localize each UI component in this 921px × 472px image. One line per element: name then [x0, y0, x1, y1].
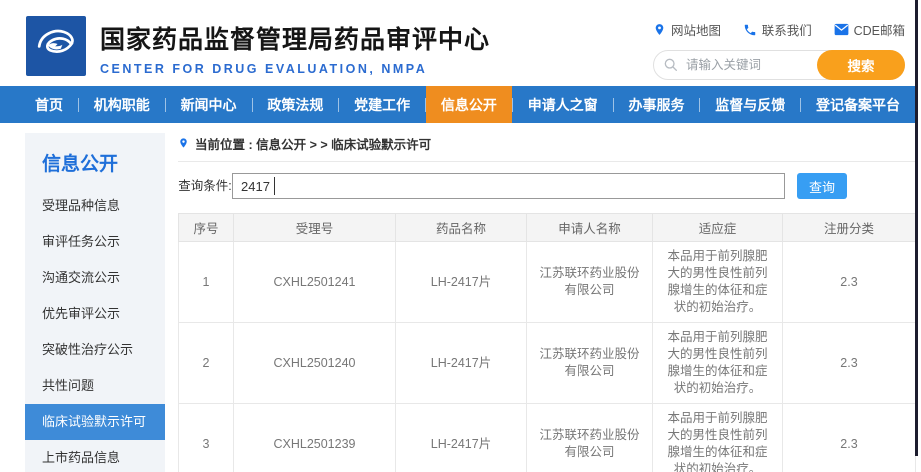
main-nav: 首页 机构职能 新闻中心 政策法规 党建工作 信息公开 申请人之窗 办事服务 监…	[0, 86, 915, 123]
contact-link[interactable]: 联系我们	[743, 20, 812, 39]
swan-logo-icon	[32, 20, 80, 73]
nav-item-policy[interactable]: 政策法规	[267, 96, 324, 113]
site-title-block: 国家药品监督管理局药品审评中心 CENTER FOR DRUG EVALUATI…	[100, 20, 490, 76]
query-label: 查询条件:	[178, 179, 232, 193]
sidebar-item-accepted-varieties[interactable]: 受理品种信息	[42, 198, 121, 213]
window-right-edge	[915, 0, 918, 456]
results-table: 序号 受理号 药品名称 申请人名称 适应症 注册分类 1 CXHL2501241…	[178, 213, 916, 472]
cell-seq: 1	[178, 241, 234, 323]
table-row: 3 CXHL2501239 LH-2417片 江苏联环药业股份有限公司 本品用于…	[178, 403, 916, 472]
sidebar-item-review-tasks[interactable]: 审评任务公示	[42, 234, 121, 249]
sidebar-item-breakthrough-therapy[interactable]: 突破性治疗公示	[42, 342, 134, 357]
col-header-seq: 序号	[178, 213, 234, 242]
query-button[interactable]: 查询	[797, 173, 847, 199]
sidebar-item-communication[interactable]: 沟通交流公示	[42, 270, 121, 285]
nav-item-info-disclosure[interactable]: 信息公开	[425, 86, 512, 123]
nav-item-registration-platform[interactable]: 登记备案平台	[816, 96, 901, 113]
cell-acceptance-no: CXHL2501239	[233, 403, 396, 472]
table-header-row: 序号 受理号 药品名称 申请人名称 适应症 注册分类	[178, 213, 916, 242]
site-search-button[interactable]: 搜索	[817, 50, 905, 80]
nav-item-functions[interactable]: 机构职能	[93, 96, 150, 113]
breadcrumb-pin-icon	[178, 136, 189, 150]
content-divider	[178, 161, 915, 162]
nav-separator	[612, 97, 614, 112]
table-row: 2 CXHL2501240 LH-2417片 江苏联环药业股份有限公司 本品用于…	[178, 322, 916, 404]
col-header-acceptance-no: 受理号	[233, 213, 396, 242]
cell-acceptance-no: CXHL2501241	[233, 241, 396, 323]
site-subtitle: CENTER FOR DRUG EVALUATION, NMPA	[100, 62, 428, 76]
table-row: 1 CXHL2501241 LH-2417片 江苏联环药业股份有限公司 本品用于…	[178, 241, 916, 323]
cell-applicant: 江苏联环药业股份有限公司	[526, 241, 653, 323]
cell-indication: 本品用于前列腺肥大的男性良性前列腺增生的体征和症状的初始治疗。	[652, 241, 783, 323]
sitemap-label: 网站地图	[671, 24, 722, 38]
nav-separator	[164, 97, 166, 112]
quick-links: 网站地图 联系我们 CDE邮箱	[653, 20, 905, 39]
cell-seq: 3	[178, 403, 234, 472]
nav-item-party[interactable]: 党建工作	[354, 96, 411, 113]
cell-acceptance-no: CXHL2501240	[233, 322, 396, 404]
phone-icon	[743, 23, 757, 37]
sidebar-item-marketed-drugs[interactable]: 上市药品信息	[42, 450, 121, 465]
mail-icon	[834, 23, 849, 36]
nav-separator	[511, 97, 513, 112]
sidebar-item-clinical-trial-implied-license[interactable]: 临床试验默示许可	[25, 404, 165, 440]
nav-separator	[78, 97, 79, 112]
cell-registration-class: 2.3	[782, 322, 916, 404]
cde-mail-label: CDE邮箱	[853, 24, 905, 38]
col-header-drug-name: 药品名称	[395, 213, 527, 242]
col-header-registration-class: 注册分类	[782, 213, 916, 242]
nav-separator	[425, 97, 426, 112]
cell-indication: 本品用于前列腺肥大的男性良性前列腺增生的体征和症状的初始治疗。	[652, 403, 783, 472]
sidebar-title: 信息公开	[42, 154, 119, 175]
nav-separator	[251, 97, 253, 112]
cde-logo[interactable]	[26, 16, 86, 76]
map-pin-icon	[653, 22, 666, 37]
cell-seq: 2	[178, 322, 234, 404]
main-content: 当前位置 : 信息公开 > > 临床试验默示许可 查询条件: 查询 序号 受理号…	[178, 133, 916, 472]
nav-item-news[interactable]: 新闻中心	[180, 96, 237, 113]
nav-separator	[800, 97, 802, 112]
query-form: 查询条件: 查询	[178, 173, 915, 199]
cde-mail-link[interactable]: CDE邮箱	[834, 20, 905, 39]
nav-item-applicant-window[interactable]: 申请人之窗	[527, 96, 598, 113]
nav-item-supervision[interactable]: 监督与反馈	[715, 96, 786, 113]
cell-drug-name: LH-2417片	[395, 403, 527, 472]
sidebar-item-priority-review[interactable]: 优先审评公示	[42, 306, 121, 321]
sitemap-link[interactable]: 网站地图	[653, 20, 721, 39]
contact-label: 联系我们	[761, 24, 812, 38]
cell-drug-name: LH-2417片	[395, 322, 527, 404]
col-header-applicant: 申请人名称	[526, 213, 653, 242]
sidebar-item-common-issues[interactable]: 共性问题	[42, 378, 95, 393]
nav-item-services[interactable]: 办事服务	[628, 96, 685, 113]
site-search-bar: 搜索	[653, 50, 905, 80]
cell-registration-class: 2.3	[782, 403, 916, 472]
text-caret	[274, 177, 275, 195]
nav-separator	[338, 97, 340, 112]
search-icon	[663, 57, 679, 78]
nav-item-home[interactable]: 首页	[35, 96, 63, 113]
breadcrumb: 当前位置 : 信息公开 > > 临床试验默示许可	[178, 133, 915, 153]
site-title: 国家药品监督管理局药品审评中心	[100, 26, 491, 54]
sidebar: 信息公开 受理品种信息 审评任务公示 沟通交流公示 优先审评公示 突破性治疗公示…	[25, 133, 165, 472]
breadcrumb-text: 当前位置 : 信息公开 > > 临床试验默示许可	[195, 137, 432, 152]
cell-indication: 本品用于前列腺肥大的男性良性前列腺增生的体征和症状的初始治疗。	[652, 322, 783, 404]
query-input-wrap	[232, 173, 785, 199]
cell-applicant: 江苏联环药业股份有限公司	[526, 403, 653, 472]
cell-drug-name: LH-2417片	[395, 241, 527, 323]
nav-separator	[699, 97, 701, 112]
cell-registration-class: 2.3	[782, 241, 916, 323]
col-header-indication: 适应症	[652, 213, 783, 242]
cell-applicant: 江苏联环药业股份有限公司	[526, 322, 653, 404]
query-input[interactable]	[232, 173, 785, 199]
site-header: 国家药品监督管理局药品审评中心 CENTER FOR DRUG EVALUATI…	[0, 0, 915, 86]
